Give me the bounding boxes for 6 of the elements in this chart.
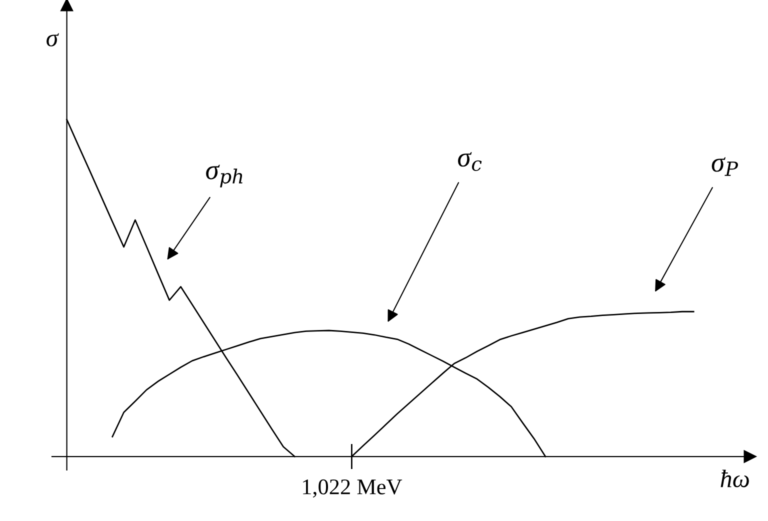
- x-axis-title: ħω: [720, 470, 749, 488]
- annotation: σ$_{c}$: [458, 152, 482, 172]
- y-axis-title: σ: [46, 33, 59, 46]
- text: 1,022 MeV: [303, 479, 402, 498]
- text: σ$_{P}$: [712, 157, 738, 176]
- annotation: σ$_{ph}$: [206, 164, 242, 188]
